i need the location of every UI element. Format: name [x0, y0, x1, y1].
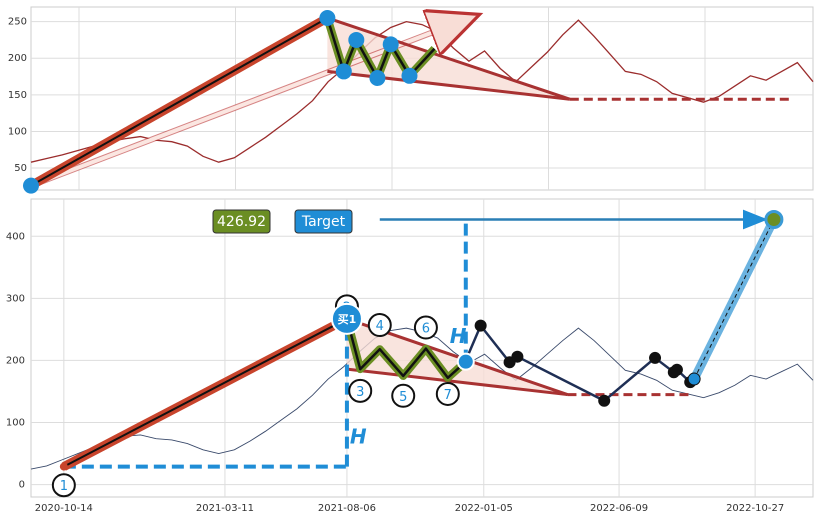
value-box: 426.92	[212, 209, 271, 234]
value-box-text: 426.92	[217, 214, 266, 230]
bottom-breakout-path	[464, 323, 695, 403]
pattern-marker-label: 3	[356, 385, 364, 400]
bottom-xtick-label: 2022-01-05	[455, 503, 513, 514]
top-ytick-label: 150	[8, 90, 27, 101]
top-ytick-label: 200	[8, 53, 27, 64]
top-channel-lower	[327, 69, 570, 101]
bottom-ytick-label: 100	[6, 418, 25, 429]
pattern-marker-circle	[435, 381, 460, 406]
bottom-xtick-label: 2020-10-14	[35, 503, 93, 514]
bottom-breakout-point	[670, 363, 683, 376]
bottom-xtick-label: 2021-08-06	[318, 503, 376, 514]
top-ytick-label: 100	[8, 126, 27, 137]
pattern-marker-label: 7	[444, 388, 452, 403]
top-pattern-point	[369, 70, 386, 87]
top-price-line	[30, 19, 814, 163]
bottom-ytick-label: 200	[6, 355, 25, 366]
top-pattern-point	[319, 9, 336, 26]
top-leg-core	[30, 17, 328, 187]
top-chart-layer	[23, 9, 814, 194]
bottom-channel-lower	[346, 367, 568, 397]
bottom-xtick-label: 2022-10-27	[726, 503, 784, 514]
buy-marker	[330, 302, 363, 335]
pattern-marker-circle	[413, 315, 438, 340]
top-pattern-point	[335, 63, 352, 80]
pattern-marker-circle	[367, 313, 392, 338]
target-box: Target	[294, 209, 353, 234]
top-pattern-point	[348, 31, 365, 48]
pattern-marker-circle	[391, 383, 416, 408]
bottom-breakout-point	[474, 319, 487, 332]
pattern-marker-label: 1	[60, 479, 68, 494]
bottom-zigzag-core	[345, 318, 467, 380]
bottom-breakout-point	[511, 350, 524, 363]
pattern-marker-circle	[51, 473, 76, 498]
h-label-2: H	[450, 324, 467, 348]
buy-marker-label: 买1	[338, 313, 357, 326]
pattern-marker-label: 6	[422, 322, 430, 337]
target-point	[764, 209, 784, 229]
top-ytick-label: 50	[14, 163, 27, 174]
top-channel-upper	[326, 16, 571, 101]
top-pattern-point	[23, 177, 39, 194]
top-pattern-point	[382, 36, 399, 53]
bottom-chart-layer: 1234567买1HH	[30, 209, 814, 498]
bottom-ytick-label: 0	[19, 480, 25, 491]
breakout-end-point	[687, 372, 701, 386]
bottom-breakout-point-blue	[456, 352, 475, 371]
bottom-breakout-point	[598, 394, 611, 407]
bottom-breakout-point	[649, 351, 662, 364]
bottom-leg-core	[63, 317, 348, 468]
bottom-xtick-label: 2022-06-09	[590, 503, 648, 514]
top-pattern-point	[401, 67, 418, 84]
h-label-1: H	[350, 424, 367, 448]
bottom-ytick-label: 300	[6, 293, 25, 304]
bottom-ytick-label: 400	[6, 231, 25, 242]
pattern-marker-label: 5	[399, 390, 407, 405]
pattern-marker-label: 4	[376, 319, 384, 334]
bottom-xtick-label: 2021-03-11	[196, 503, 254, 514]
target-projection-core	[693, 219, 775, 380]
top-ytick-label: 250	[8, 17, 27, 28]
pattern-marker-circle	[348, 378, 373, 403]
bottom-start-point	[59, 462, 68, 471]
target-box-text: Target	[301, 214, 346, 230]
